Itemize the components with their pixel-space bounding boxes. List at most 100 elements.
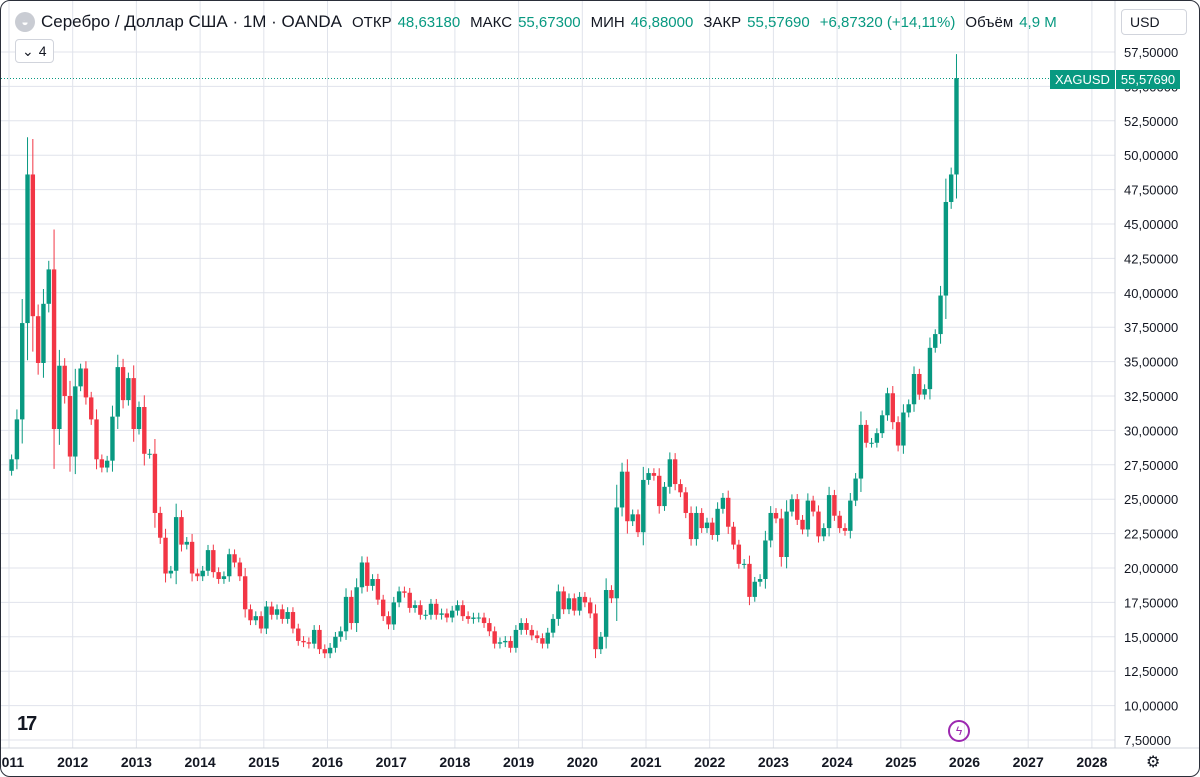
candle-body (57, 365, 62, 430)
candle-body (173, 517, 179, 571)
x-tick-label: 2024 (822, 754, 853, 770)
candle-body (864, 424, 869, 443)
candle-body (418, 605, 423, 615)
legend-header: ◒ Серебро / Доллар США · 1M · OANDA ОТКР… (15, 9, 1061, 35)
candle-body (94, 419, 99, 460)
change-value: +6,87320 (+14,11%) (819, 13, 956, 31)
candle-body (901, 412, 906, 446)
currency-select[interactable]: USD (1121, 9, 1187, 35)
candle-body (428, 603, 434, 615)
candle-body (136, 407, 142, 430)
candle-body (678, 484, 683, 493)
low-value: 46,88000 (630, 13, 694, 31)
candle-body (524, 623, 529, 630)
y-tick-label: 15,00000 (1124, 630, 1178, 645)
candle-body (895, 422, 901, 446)
candle-body (434, 603, 439, 615)
candle-body (795, 499, 800, 520)
candle-body (296, 628, 301, 641)
price-tag-divider (1114, 70, 1116, 89)
candle-body (487, 623, 492, 632)
indicators-toggle[interactable]: ⌄ 4 (15, 39, 54, 63)
candle-body (741, 563, 747, 565)
candle-body (609, 590, 614, 599)
candle-body (694, 512, 699, 540)
candle-body (614, 507, 619, 599)
candle-body (423, 614, 428, 616)
candle-body (933, 334, 938, 348)
candle-body (67, 396, 73, 457)
candle-body (120, 367, 126, 401)
indicators-count: 4 (38, 43, 47, 59)
candle-body (598, 636, 604, 650)
x-tick-label: 2028 (1076, 754, 1107, 770)
candle-body (216, 572, 221, 580)
candle-body (885, 393, 890, 416)
candle-body (89, 397, 94, 420)
candle-body (752, 581, 757, 597)
candle-body (816, 511, 821, 537)
high-value: 55,67300 (518, 13, 581, 31)
candle-body (35, 316, 41, 363)
lightning-icon[interactable]: ϟ (948, 720, 970, 742)
candle-body (635, 514, 641, 533)
candle-body (943, 201, 949, 296)
x-tick-label: 2023 (758, 754, 789, 770)
candle-body (327, 647, 333, 654)
candle-body (731, 526, 736, 545)
candle-body (280, 609, 285, 619)
candle-body (911, 373, 917, 405)
candle-body (205, 550, 211, 571)
candle-body (922, 389, 927, 395)
x-tick-label: 2025 (885, 754, 916, 770)
candle-body (391, 602, 396, 625)
candle-body (848, 500, 853, 531)
candle-body (726, 497, 731, 527)
y-tick-label: 45,00000 (1124, 217, 1178, 232)
candle-body (837, 515, 842, 529)
candle-body (444, 613, 450, 618)
tradingview-logo-icon[interactable]: 17 (17, 713, 37, 735)
candle-body (99, 459, 105, 468)
currency-value: USD (1130, 14, 1160, 30)
candle-body (874, 433, 880, 443)
y-tick-label: 27,50000 (1124, 458, 1178, 473)
gear-icon[interactable]: ⚙ (1146, 754, 1161, 771)
candle-body (274, 609, 280, 615)
candle-body (630, 514, 635, 522)
symbol-icon[interactable]: ◒ (15, 12, 35, 32)
y-tick-label: 50,00000 (1124, 148, 1178, 163)
candle-body (529, 629, 535, 636)
candle-body (476, 617, 481, 619)
open-label: ОТКР (352, 13, 392, 31)
candle-body (508, 640, 513, 648)
candle-body (736, 544, 742, 564)
x-tick-label: 2027 (1013, 754, 1044, 770)
candle-body (62, 365, 67, 396)
candle-body (14, 419, 20, 460)
candle-body (821, 528, 826, 537)
candle-body (30, 174, 36, 317)
candle-body (163, 537, 168, 574)
candle-body (142, 407, 147, 454)
candle-body (285, 612, 290, 619)
x-tick-label: 2020 (567, 754, 598, 770)
y-tick-label: 20,00000 (1124, 561, 1178, 576)
candle-body (354, 587, 359, 624)
candle-body (683, 492, 688, 513)
volume-value: 4,9 M (1019, 13, 1057, 31)
symbol-title[interactable]: Серебро / Доллар США · 1M · OANDA (41, 12, 343, 31)
candle-body (699, 512, 704, 529)
candle-body (168, 570, 174, 574)
candle-body (938, 295, 943, 335)
x-tick-label: 2021 (630, 754, 661, 770)
candle-body (566, 598, 572, 610)
candle-body (503, 640, 508, 643)
y-tick-label: 22,50000 (1124, 527, 1178, 542)
y-tick-label: 10,00000 (1124, 699, 1178, 714)
candle-body (747, 563, 752, 597)
candle-body (189, 541, 195, 574)
candle-body (534, 635, 540, 639)
